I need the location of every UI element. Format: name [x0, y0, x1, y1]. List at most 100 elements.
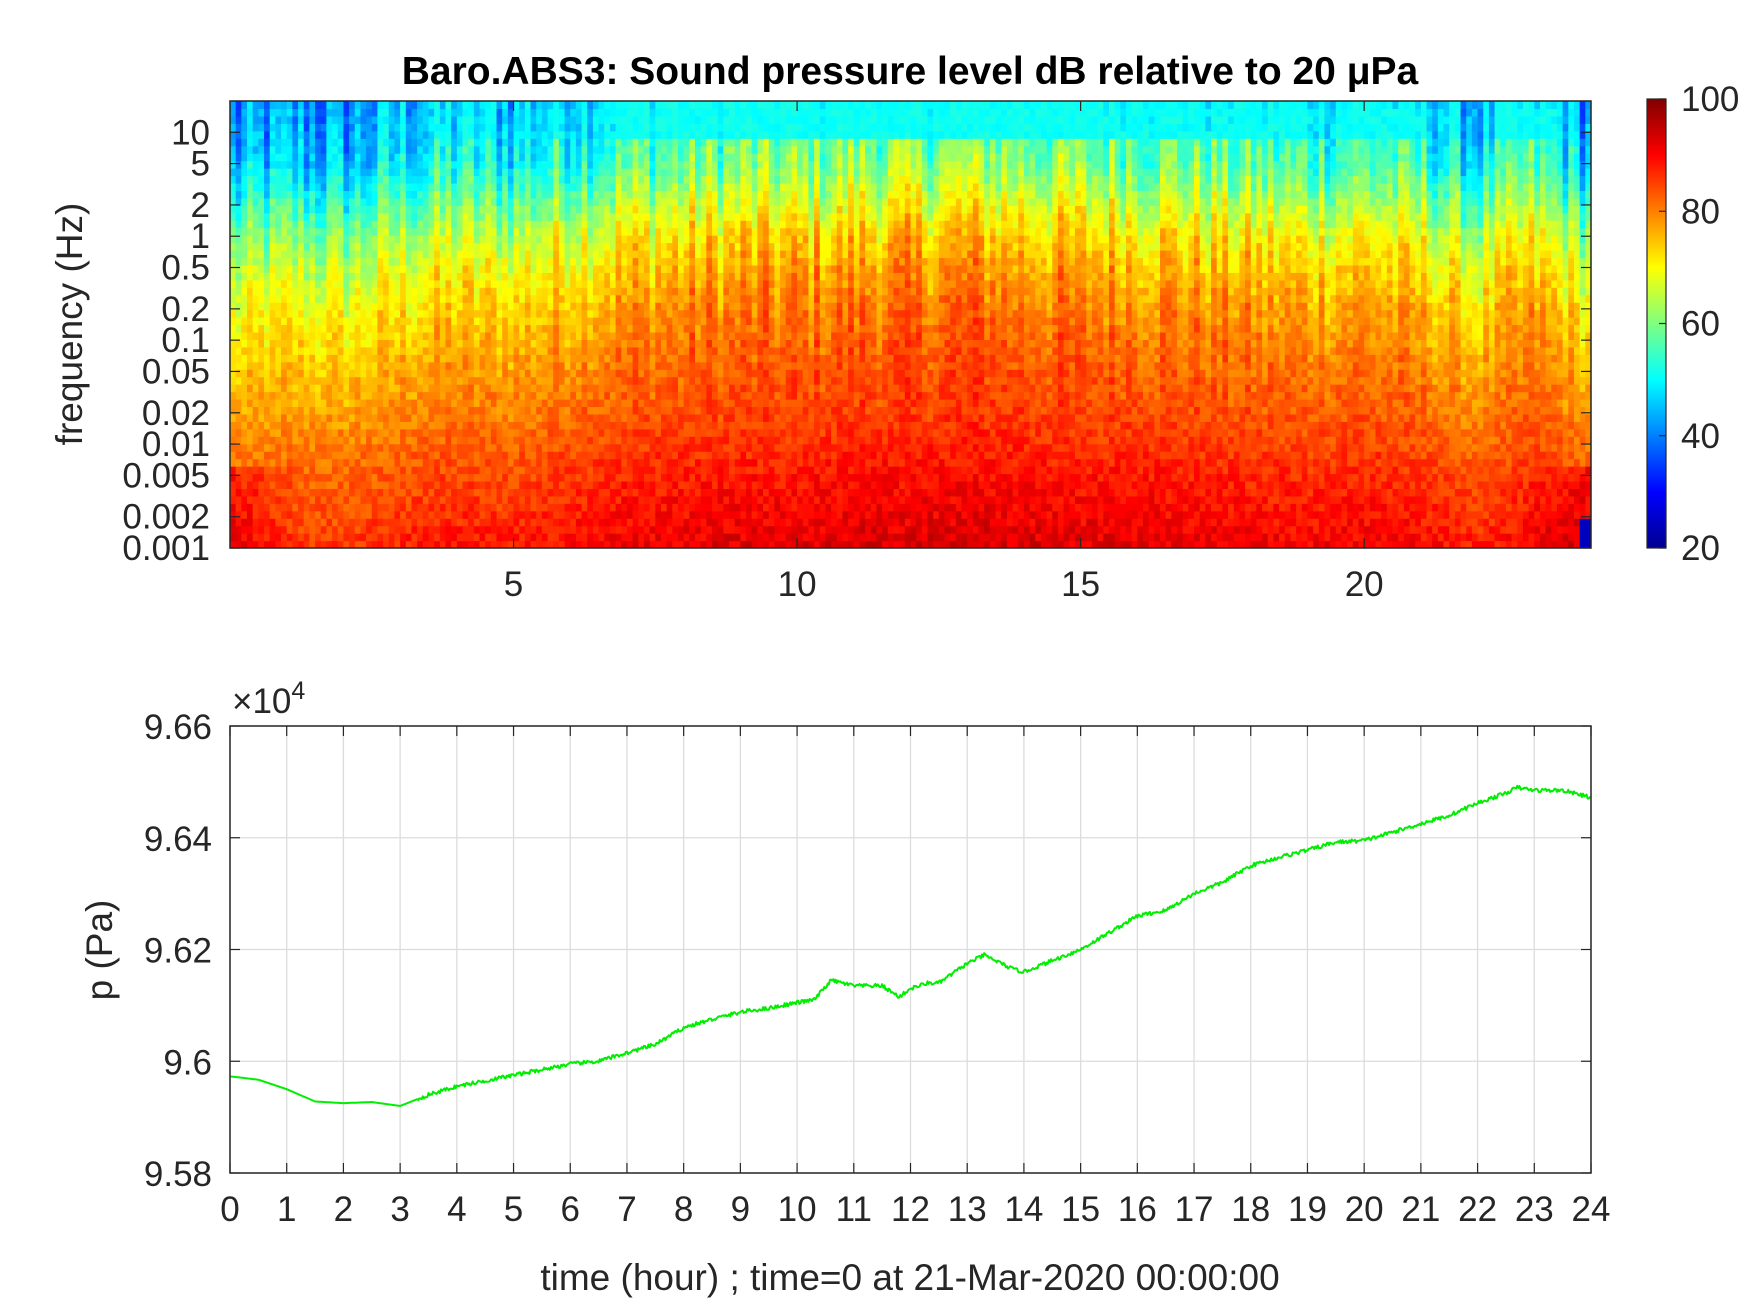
spectrogram-cell	[672, 346, 679, 355]
spectrogram-cell	[247, 413, 254, 422]
spectrogram-cell	[604, 175, 611, 184]
spectrogram-cell	[269, 257, 276, 266]
spectrogram-cell	[360, 354, 367, 363]
spectrogram-cell	[337, 190, 345, 199]
spectrogram-cell	[292, 145, 299, 154]
spectrogram-cell	[609, 421, 617, 430]
spectrogram-cell	[678, 168, 685, 177]
spectrogram-cell	[536, 503, 543, 512]
spectrogram-cell	[626, 272, 634, 281]
spectrogram-cell	[541, 533, 549, 542]
spectrogram-cell	[298, 466, 305, 475]
spectrogram-cell	[604, 369, 611, 378]
spectrogram-cell	[434, 160, 441, 169]
spectrogram-cell	[371, 160, 379, 169]
spectrogram-cell	[649, 346, 656, 355]
spectrogram-cell	[564, 495, 571, 504]
spectrogram-cell	[604, 339, 611, 348]
spectrogram-cell	[473, 339, 481, 348]
spectrogram-cell	[547, 264, 554, 273]
spectrogram-cell	[581, 220, 588, 229]
spectrogram-cell	[479, 197, 486, 206]
spectrogram-cell	[332, 346, 339, 355]
spectrogram-cell	[349, 331, 356, 340]
spectrogram-cell	[592, 168, 600, 177]
spectrogram-cell	[553, 540, 560, 548]
spectrogram-cell	[269, 346, 276, 355]
spectrogram-cell	[626, 361, 634, 370]
spectrogram-cell	[575, 503, 583, 512]
spectrogram-cell	[570, 346, 577, 355]
spectrogram-cell	[643, 153, 651, 162]
spectrogram-cell	[377, 287, 384, 296]
spectrogram-cell	[309, 272, 316, 281]
spectrogram-cell	[439, 406, 447, 415]
spectrogram-cell	[400, 421, 407, 430]
spectrogram-cell	[298, 197, 305, 206]
spectrogram-cell	[292, 272, 299, 281]
spectrogram-cell	[700, 503, 707, 512]
spectrogram-cell	[604, 488, 611, 497]
spectrogram-cell	[309, 518, 316, 527]
spectrogram-cell	[513, 250, 520, 259]
spectrogram-cell	[649, 466, 656, 475]
spectrogram-cell	[422, 220, 430, 229]
spectrogram-cell	[587, 257, 594, 266]
spectrogram-cell	[587, 123, 594, 132]
spectrogram-cell	[524, 130, 532, 139]
spectrogram-cell	[536, 272, 543, 281]
spectrogram-cell	[439, 361, 447, 370]
spectrogram-cell	[558, 361, 566, 370]
spectrogram-cell	[315, 346, 322, 355]
spectrogram-cell	[411, 130, 418, 139]
spectrogram-cell	[315, 108, 322, 117]
spectrogram-cell	[524, 264, 532, 273]
spectrogram-cell	[598, 257, 605, 266]
spectrogram-cell	[660, 279, 668, 288]
spectrogram-cell	[643, 220, 651, 229]
spectrogram-cell	[422, 473, 430, 482]
spectrogram-cell	[672, 518, 679, 527]
spectrogram-cell	[502, 250, 509, 259]
spectrogram-cell	[298, 443, 305, 452]
spectrogram-cell	[456, 525, 464, 534]
spectrogram-cell	[445, 451, 452, 460]
spectrogram-cell	[547, 317, 554, 326]
spectrogram-cell	[417, 287, 424, 296]
spectrogram-cell	[524, 317, 532, 326]
spectrogram-cell	[326, 443, 333, 452]
spectrogram-cell	[530, 130, 537, 139]
spectrogram-cell	[643, 130, 651, 139]
spectrogram-cell	[660, 160, 668, 169]
spectrogram-cell	[530, 302, 537, 311]
spectrogram-cell	[360, 190, 367, 199]
spectrogram-cell	[490, 279, 498, 288]
spectrogram-cell	[411, 257, 418, 266]
spectrogram-cell	[269, 138, 276, 147]
spectrogram-cell	[252, 242, 259, 251]
spectrogram-cell	[400, 533, 407, 542]
spectrogram-cell	[411, 525, 418, 534]
spectrogram-cell	[451, 406, 458, 415]
spectrogram-cell	[411, 428, 418, 437]
spectrogram-cell	[349, 384, 356, 393]
spectrogram-cell	[462, 205, 469, 214]
spectrogram-cell	[581, 182, 588, 191]
spectrogram-cell	[411, 399, 418, 408]
spectrogram-cell	[564, 406, 571, 415]
spectrogram-cell	[462, 197, 469, 206]
spectrogram-cell	[558, 212, 566, 221]
spectrogram-cell	[672, 235, 679, 244]
spectrogram-cell	[479, 458, 486, 467]
spectrogram-cell	[275, 227, 282, 236]
spectrogram-cell	[349, 510, 356, 519]
spectrogram-cell	[445, 257, 452, 266]
spectrogram-cell	[247, 115, 254, 124]
spectrogram-cell	[371, 361, 379, 370]
spectrogram-cell	[695, 250, 702, 259]
spectrogram-cell	[541, 428, 549, 437]
spectrogram-cell	[485, 294, 492, 303]
spectrogram-cell	[371, 294, 379, 303]
spectrogram-cell	[689, 518, 696, 527]
spectrogram-cell	[445, 361, 452, 370]
